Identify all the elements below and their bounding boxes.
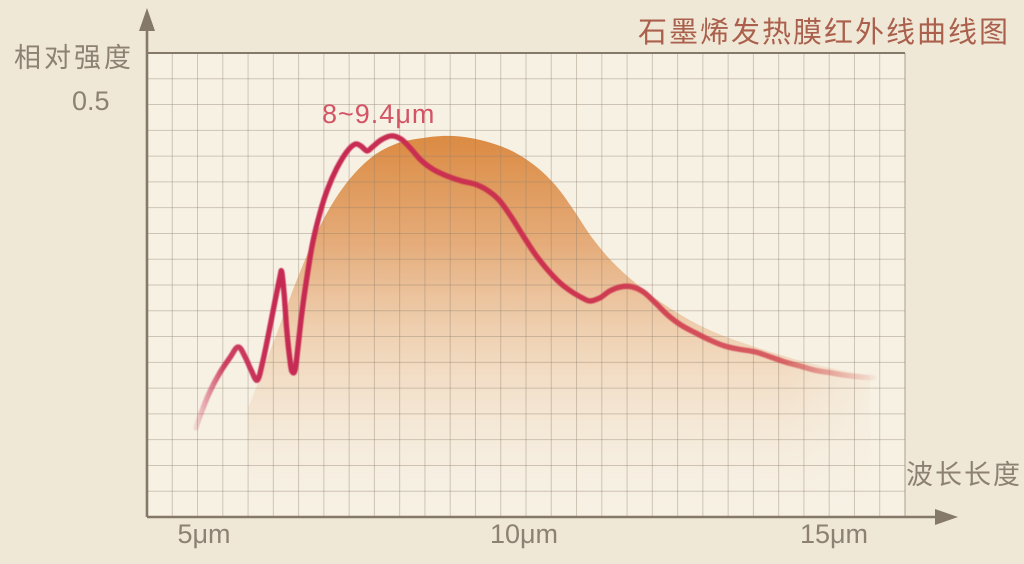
y-axis-arrow-icon (139, 8, 155, 31)
x-axis-label: 波长长度 (906, 460, 1022, 490)
area-fill (248, 135, 871, 516)
y-axis-label: 相对强度 (14, 43, 134, 73)
x-tick-15um: 15μm (799, 519, 869, 549)
x-tick-5um: 5μm (177, 519, 231, 549)
y-axis-tick-label: 0.5 (72, 86, 110, 116)
intensity-curve (193, 133, 877, 431)
peak-range-annotation: 8~9.4μm (322, 99, 436, 129)
x-tick-10um: 10μm (489, 519, 559, 549)
chart-title: 石墨烯发热膜红外线曲线图 (637, 17, 1010, 49)
x-axis-arrow-icon (935, 509, 958, 525)
